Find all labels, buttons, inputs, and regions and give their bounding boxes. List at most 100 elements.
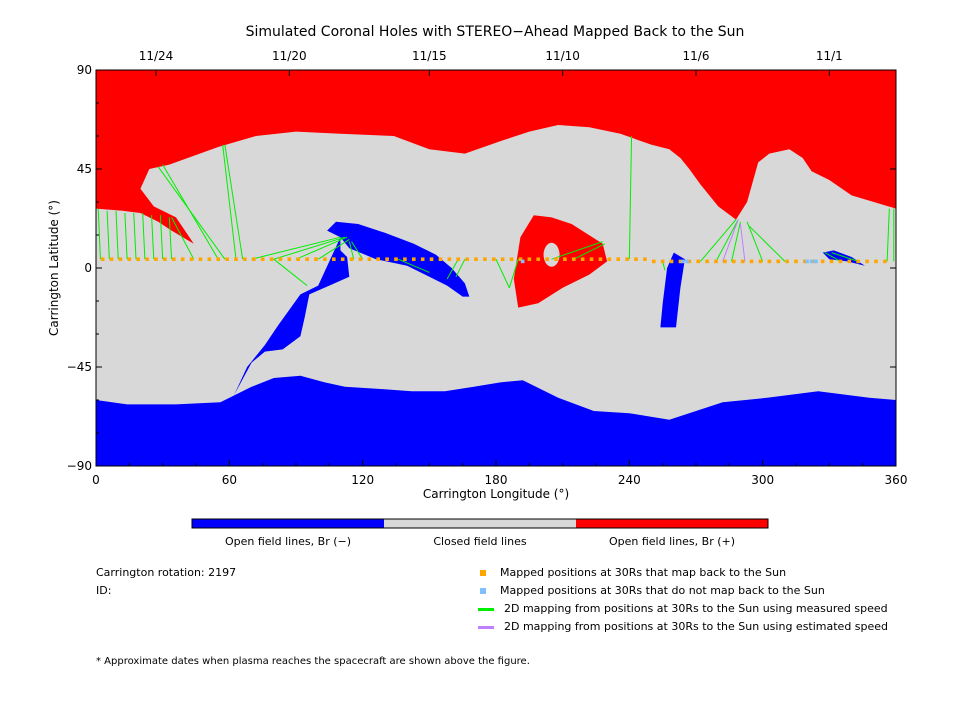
not-mapped-point: [814, 259, 818, 264]
mapped-point: [136, 257, 141, 261]
top-date-label: 11/10: [545, 49, 580, 63]
top-date-label: 11/24: [139, 49, 174, 63]
mapped-point: [589, 257, 594, 261]
y-axis-label: Carrington Latitude (°): [47, 200, 61, 336]
mapping-line-measured: [115, 210, 119, 260]
mapped-point: [296, 257, 301, 261]
mapped-points: [100, 257, 887, 264]
mapped-point: [500, 257, 505, 261]
mapped-point: [180, 257, 185, 261]
not-mapped-point: [680, 259, 685, 264]
not-mapped-point: [805, 259, 809, 264]
mapped-point: [687, 259, 692, 264]
mapping-line-measured: [628, 135, 633, 260]
mapping-lines: [97, 135, 895, 289]
mapped-point: [856, 259, 861, 264]
mapped-point: [874, 259, 878, 264]
mapping-line-measured: [171, 217, 195, 260]
mapped-point: [527, 257, 532, 261]
mapped-point: [145, 257, 149, 261]
mapped-point: [349, 257, 354, 261]
mapping-line-measured: [97, 208, 101, 260]
mapped-point: [509, 257, 514, 261]
region-north-positive: [96, 70, 896, 244]
mapped-point: [794, 259, 798, 264]
mapping-line-estimated: [739, 223, 746, 262]
mapping-line-measured: [886, 208, 890, 262]
region-mid-negative: [660, 252, 685, 328]
y-tick-label: 0: [84, 261, 92, 275]
mapping-line-measured: [106, 210, 110, 260]
mapped-point: [554, 257, 558, 261]
x-tick-label: 360: [885, 473, 908, 487]
mapping-line-measured: [715, 219, 739, 262]
mapped-point: [358, 257, 363, 261]
x-tick-label: 0: [92, 473, 100, 487]
mapped-point: [100, 257, 105, 261]
mapping-line-measured: [446, 258, 459, 280]
mapping-line-measured: [348, 241, 355, 260]
orange-square-icon: [480, 570, 486, 576]
mapped-point: [118, 257, 123, 261]
mapped-point: [518, 257, 523, 261]
mapped-point: [340, 257, 345, 261]
mapped-point: [811, 259, 816, 264]
x-axis-label: Carrington Longitude (°): [423, 487, 569, 501]
axes: 0 60 120 180 240 300 360 −90 −45 0 45 90 11/24 11/20 1…: [67, 49, 908, 487]
mapped-point: [403, 257, 407, 261]
mapping-line-measured: [295, 236, 348, 260]
mapped-point: [580, 257, 585, 261]
legend-item-estimated-speed: 2D mapping from positions at 30Rs to the…: [478, 620, 888, 634]
mapped-point: [171, 257, 176, 261]
region-small-negative: [822, 250, 865, 266]
mapped-point: [731, 259, 736, 264]
mapped-point: [563, 257, 567, 261]
mapped-point: [669, 259, 674, 264]
not-mapped-point: [809, 259, 814, 264]
mapped-point: [634, 257, 638, 261]
colorbar-label: Closed field lines: [433, 535, 527, 548]
mapped-point: [109, 257, 114, 261]
colorbar-label: Open field lines, Br (−): [225, 535, 351, 548]
mapping-line-measured: [273, 236, 346, 260]
mapped-point: [625, 257, 629, 261]
mapping-line-measured: [824, 252, 841, 262]
mapping-line-measured: [151, 215, 155, 260]
not-mapped-point: [520, 259, 525, 264]
mapping-line-measured: [168, 217, 173, 260]
top-date-label: 11/1: [816, 49, 843, 63]
mapped-point: [740, 259, 745, 264]
mapping-line-measured: [251, 236, 341, 260]
region-mid-positive: [513, 215, 608, 308]
mapped-point: [447, 257, 452, 261]
top-date-label: 11/20: [272, 49, 307, 63]
mapped-point: [225, 257, 229, 261]
mapped-point: [678, 259, 683, 264]
mapped-point: [767, 259, 772, 264]
legend-label: 2D mapping from positions at 30Rs to the…: [504, 620, 889, 633]
mapping-line-measured: [142, 212, 146, 260]
footnote: * Approximate dates when plasma reaches …: [96, 656, 530, 667]
mapped-point: [820, 259, 825, 264]
carrington-rotation: Carrington rotation: 2197: [96, 566, 237, 579]
mapped-point: [323, 257, 327, 261]
mapped-point: [251, 257, 256, 261]
mapped-point: [456, 257, 461, 261]
mapped-point: [571, 257, 576, 261]
legend-label: Mapped positions at 30Rs that do not map…: [500, 584, 825, 597]
mapping-line-measured: [351, 241, 364, 260]
legend-item-mapped: Mapped positions at 30Rs that map back t…: [478, 566, 786, 580]
mapped-point: [660, 259, 665, 264]
y-tick-label: −90: [67, 459, 92, 473]
y-tick-label: 45: [77, 162, 92, 176]
mapped-point: [260, 257, 265, 261]
mapped-point: [865, 259, 869, 264]
mapped-point: [598, 257, 603, 261]
mapped-point: [287, 257, 292, 261]
mapped-point: [491, 257, 496, 261]
legend-label: Mapped positions at 30Rs that map back t…: [500, 566, 787, 579]
colorbar-frame: [191, 518, 769, 529]
light-blue-square-icon: [480, 588, 486, 594]
mapping-line-measured: [222, 144, 237, 260]
mapped-point: [758, 259, 763, 264]
